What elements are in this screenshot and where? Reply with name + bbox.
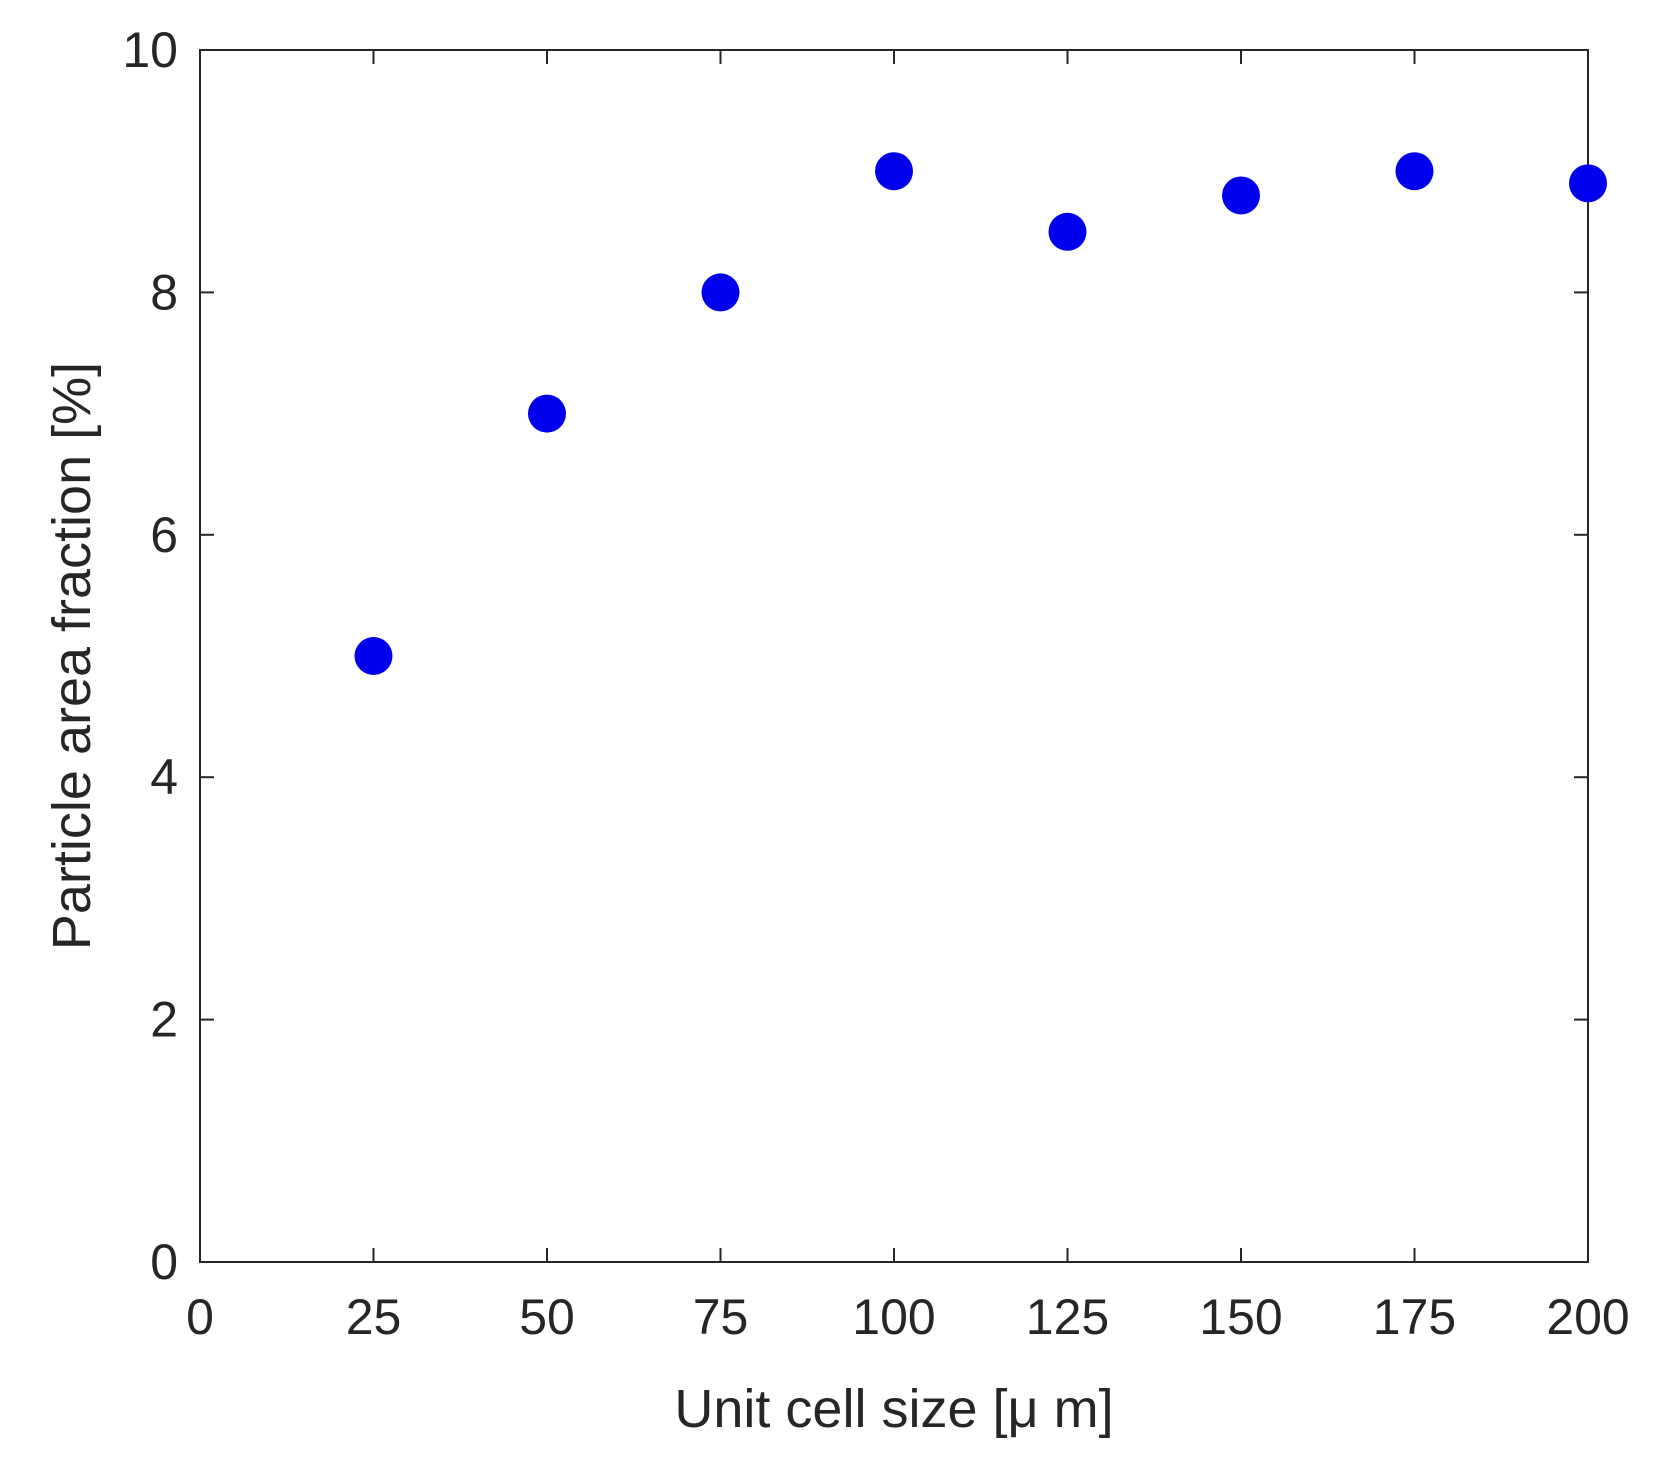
x-tick-label: 125 — [1026, 1289, 1109, 1345]
axes-box — [199, 49, 1589, 1263]
x-tick-label: 25 — [346, 1289, 402, 1345]
plot-area — [199, 49, 1589, 1263]
data-point — [354, 637, 393, 675]
x-axis-title: Unit cell size [μ m] — [674, 1379, 1113, 1439]
y-tick-label: 2 — [150, 992, 178, 1048]
x-tick-label: 50 — [519, 1289, 575, 1345]
data-point — [1395, 152, 1434, 191]
y-axis-ticks: 0 2 4 6 8 10 — [122, 22, 1588, 1290]
y-axis-title: Particle area fraction [%] — [42, 362, 102, 950]
y-tick-label: 10 — [122, 22, 178, 78]
x-axis-ticks: 0 25 50 75 100 125 150 175 200 — [186, 50, 1630, 1345]
data-point — [1569, 164, 1607, 203]
data-point — [1048, 212, 1087, 251]
y-tick-label: 0 — [150, 1234, 178, 1290]
x-tick-label: 0 — [186, 1289, 214, 1345]
data-point — [1222, 176, 1260, 215]
data-point — [701, 273, 740, 312]
data-point — [875, 152, 913, 191]
x-tick-label: 200 — [1546, 1289, 1629, 1345]
y-tick-label: 4 — [150, 749, 178, 805]
x-tick-label: 75 — [693, 1289, 749, 1345]
x-tick-label: 150 — [1199, 1289, 1282, 1345]
x-tick-label: 100 — [852, 1289, 935, 1345]
x-tick-label: 175 — [1373, 1289, 1456, 1345]
y-tick-label: 6 — [150, 507, 178, 563]
data-points — [354, 152, 1607, 675]
y-tick-label: 8 — [150, 264, 178, 320]
data-point — [528, 394, 566, 433]
